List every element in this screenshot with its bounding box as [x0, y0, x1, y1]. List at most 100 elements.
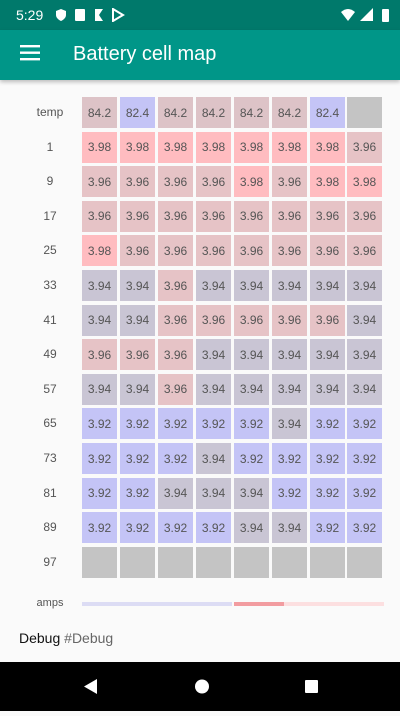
cell: 3.92	[234, 408, 269, 440]
row-label: 25	[43, 243, 57, 258]
cell: 84.2	[158, 97, 193, 128]
row-label: 73	[43, 451, 57, 465]
cell: 3.98	[310, 131, 345, 163]
row-label: 65	[43, 416, 57, 431]
status-bar: 5:29	[0, 0, 400, 30]
row-label: 1	[46, 139, 54, 154]
cell: 3.94	[196, 443, 231, 474]
cell: 3.96	[234, 200, 269, 232]
cell: 3.96	[82, 166, 117, 198]
row-label: 89	[43, 520, 57, 535]
cell: 3.94	[347, 270, 382, 301]
row-label: 33	[43, 278, 57, 292]
row-label: 57	[43, 381, 57, 396]
cell: 3.92	[120, 512, 155, 544]
cell: 3.94	[272, 270, 307, 301]
cell: 3.94	[234, 339, 269, 371]
cell: 3.94	[82, 304, 117, 336]
cell: 3.92	[82, 408, 117, 440]
cell: 3.98	[347, 166, 382, 198]
menu-button[interactable]	[20, 44, 40, 62]
empty-cell	[158, 546, 193, 578]
empty-cell	[272, 546, 307, 578]
cell: 3.92	[196, 408, 231, 440]
cell: 3.96	[158, 235, 193, 267]
cell: 3.94	[234, 373, 269, 405]
cell: 3.94	[158, 477, 193, 509]
back-button[interactable]	[84, 679, 97, 694]
cell: 3.94	[234, 270, 269, 301]
row-label: 97	[43, 554, 57, 569]
cell: 3.96	[158, 373, 193, 405]
row-label: 41	[43, 312, 57, 327]
notification-icons	[56, 8, 125, 22]
cell: 84.2	[272, 97, 307, 128]
cell: 3.94	[82, 270, 117, 301]
cell: 3.96	[310, 304, 345, 336]
empty-cell	[196, 546, 231, 578]
cell: 3.96	[120, 339, 155, 371]
amps-bar-positive	[234, 602, 384, 606]
navigation-bar	[0, 662, 400, 711]
cell: 3.96	[272, 200, 307, 232]
cell: 3.92	[82, 512, 117, 544]
cell: 3.98	[234, 166, 269, 198]
recents-button[interactable]	[305, 680, 318, 693]
cell: 3.96	[82, 339, 117, 371]
cell: 3.94	[347, 373, 382, 405]
cell: 3.98	[310, 166, 345, 198]
cell: 3.98	[158, 131, 193, 163]
cell: 3.92	[310, 408, 345, 440]
cell: 3.92	[158, 443, 193, 474]
cell: 3.94	[196, 373, 231, 405]
empty-cell	[347, 546, 382, 578]
cell: 3.96	[158, 270, 193, 301]
cell: 3.92	[82, 477, 117, 509]
cell: 3.96	[158, 200, 193, 232]
cell: 84.2	[196, 97, 231, 128]
cell: 3.96	[120, 166, 155, 198]
cell: 3.94	[272, 408, 307, 440]
cell: 3.92	[158, 512, 193, 544]
cell: 3.94	[234, 512, 269, 544]
cell: 3.98	[82, 131, 117, 163]
cell: 3.96	[272, 166, 307, 198]
cell: 3.94	[196, 477, 231, 509]
cell: 3.96	[158, 304, 193, 336]
cell: 3.96	[82, 200, 117, 232]
home-button[interactable]	[195, 679, 209, 694]
cell: 3.92	[310, 443, 345, 474]
debug-label: Debug	[19, 630, 61, 646]
cell: 82.4	[120, 97, 155, 128]
cell: 3.92	[120, 477, 155, 509]
cell: 3.96	[347, 131, 382, 163]
cell: 3.94	[120, 373, 155, 405]
cell: 3.96	[158, 166, 193, 198]
row-label: 17	[43, 208, 57, 223]
cell: 3.92	[120, 408, 155, 440]
cell: 3.94	[310, 270, 345, 301]
cell: 3.96	[196, 166, 231, 198]
cell: 84.2	[234, 97, 269, 128]
cell: 3.94	[120, 304, 155, 336]
cell: 3.96	[120, 200, 155, 232]
cell: 3.92	[272, 443, 307, 474]
empty-cell	[347, 97, 382, 128]
cell: 3.92	[272, 477, 307, 509]
debug-row: Debug #Debug	[19, 630, 113, 646]
cell: 3.92	[347, 512, 382, 544]
cell: 3.96	[310, 235, 345, 267]
cell: 3.96	[196, 200, 231, 232]
cell: 3.94	[272, 512, 307, 544]
cell: 3.96	[347, 200, 382, 232]
app-title: Battery cell map	[73, 43, 217, 65]
cell: 3.92	[82, 443, 117, 474]
cell: 3.94	[120, 270, 155, 301]
debug-tag: #Debug	[64, 630, 114, 646]
cell: 3.92	[310, 512, 345, 544]
cell: 84.2	[82, 97, 117, 128]
cell: 3.96	[272, 235, 307, 267]
empty-cell	[120, 546, 155, 578]
row-label: 81	[43, 485, 57, 500]
clock: 5:29	[16, 7, 44, 23]
